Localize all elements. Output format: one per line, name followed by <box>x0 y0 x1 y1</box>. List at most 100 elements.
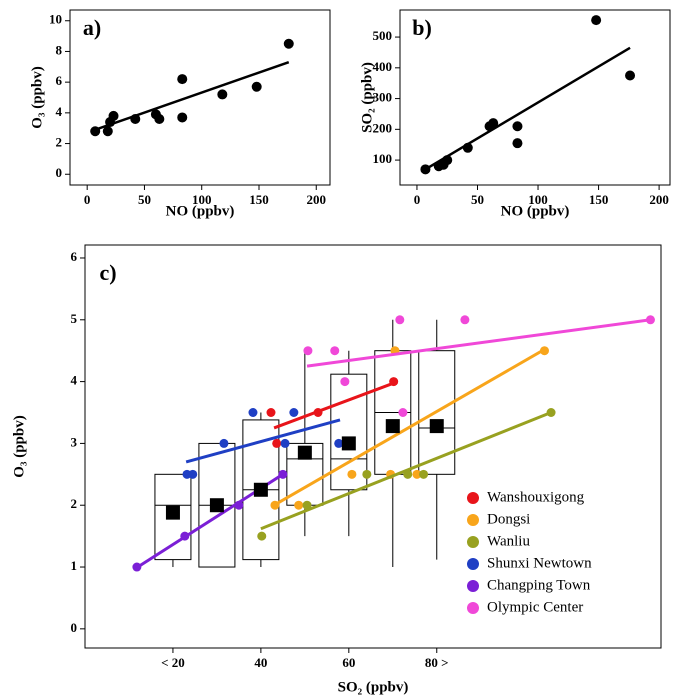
plot-frame <box>69 9 331 186</box>
point <box>272 438 282 448</box>
fit-line <box>185 418 341 464</box>
legend-label: Changping Town <box>487 577 591 593</box>
point <box>512 138 523 149</box>
x-axis-title: NO (ppbv) <box>501 203 570 219</box>
legend-label: Wanliu <box>487 533 530 549</box>
x-tick-label: 80 > <box>425 655 449 670</box>
point <box>395 315 405 325</box>
point <box>257 531 267 541</box>
mean <box>209 498 224 513</box>
x-tick-label: 40 <box>254 655 267 670</box>
mean <box>341 436 356 451</box>
y-tick-label: 200 <box>373 120 393 135</box>
point <box>280 438 290 448</box>
y-tick-label: 400 <box>373 59 393 74</box>
point <box>154 113 165 124</box>
point <box>334 438 344 448</box>
panel-label: b) <box>412 15 432 40</box>
mean <box>297 445 312 460</box>
x-tick-label: 100 <box>528 192 548 207</box>
point <box>217 89 228 100</box>
point <box>108 110 119 121</box>
panel-label: a) <box>83 15 101 40</box>
point <box>512 121 523 132</box>
x-tick-label: 100 <box>192 192 212 207</box>
point <box>294 500 304 510</box>
point <box>130 113 141 124</box>
point <box>539 346 549 356</box>
point <box>389 377 399 387</box>
point <box>278 469 288 479</box>
x-tick-label: 0 <box>84 192 91 207</box>
y-tick-label: 2 <box>56 135 63 150</box>
point <box>591 15 602 26</box>
point <box>330 346 340 356</box>
legend-marker <box>467 580 479 592</box>
point <box>442 155 453 166</box>
point <box>188 469 198 479</box>
mean <box>165 505 180 520</box>
point <box>90 126 101 137</box>
legend-label: Olympic Center <box>487 599 583 615</box>
y-tick-label: 500 <box>373 28 393 43</box>
y-tick-label: 300 <box>373 90 393 105</box>
point <box>248 408 258 418</box>
mean <box>385 419 400 434</box>
point <box>289 408 299 418</box>
point <box>313 408 323 418</box>
point <box>251 81 262 92</box>
point <box>283 38 294 49</box>
point <box>398 408 408 418</box>
legend-marker <box>467 558 479 570</box>
point <box>419 469 429 479</box>
x-axis-title: NO (ppbv) <box>166 203 235 219</box>
legend-label: Shunxi Newtown <box>487 555 592 571</box>
point <box>219 438 229 448</box>
x-tick-label: 200 <box>307 192 327 207</box>
point <box>266 408 276 418</box>
legend-marker <box>467 536 479 548</box>
legend-marker <box>467 514 479 526</box>
x-tick-label: 150 <box>249 192 269 207</box>
fit-line <box>273 349 544 507</box>
y-axis-title: O₃ (ppbv) <box>29 66 45 128</box>
legend-marker <box>467 602 479 614</box>
y-tick-label: 6 <box>56 73 63 88</box>
point <box>132 562 142 572</box>
point <box>625 70 636 81</box>
y-tick-label: 10 <box>49 12 62 27</box>
y-tick-label: 100 <box>373 151 393 166</box>
legend-marker <box>467 492 479 504</box>
point <box>362 469 372 479</box>
y-tick-label: 1 <box>71 558 78 573</box>
point <box>412 469 422 479</box>
x-tick-label: 0 <box>414 192 421 207</box>
y-tick-label: 4 <box>71 373 78 388</box>
point <box>347 469 357 479</box>
point <box>460 315 470 325</box>
y-tick-label: 8 <box>56 42 63 57</box>
y-tick-label: 0 <box>56 165 63 180</box>
point <box>403 469 413 479</box>
point <box>102 126 113 137</box>
point <box>180 531 190 541</box>
point <box>462 142 473 153</box>
legend-label: Dongsi <box>487 511 530 527</box>
y-tick-label: 4 <box>56 104 63 119</box>
mean <box>253 482 268 497</box>
x-tick-label: 60 <box>342 655 355 670</box>
x-tick-label: 50 <box>138 192 151 207</box>
x-tick-label: 150 <box>589 192 609 207</box>
fit-line <box>273 382 394 430</box>
point <box>302 500 312 510</box>
panel-label: c) <box>99 260 116 285</box>
plot-frame <box>84 244 662 649</box>
point <box>488 118 499 129</box>
y-tick-label: 2 <box>71 496 78 511</box>
y-axis-title: O₃ (ppbv) <box>11 415 27 477</box>
point <box>177 74 188 85</box>
point <box>303 346 313 356</box>
y-tick-label: 6 <box>71 249 78 264</box>
x-axis-title: SO₂ (ppbv) <box>338 679 409 695</box>
